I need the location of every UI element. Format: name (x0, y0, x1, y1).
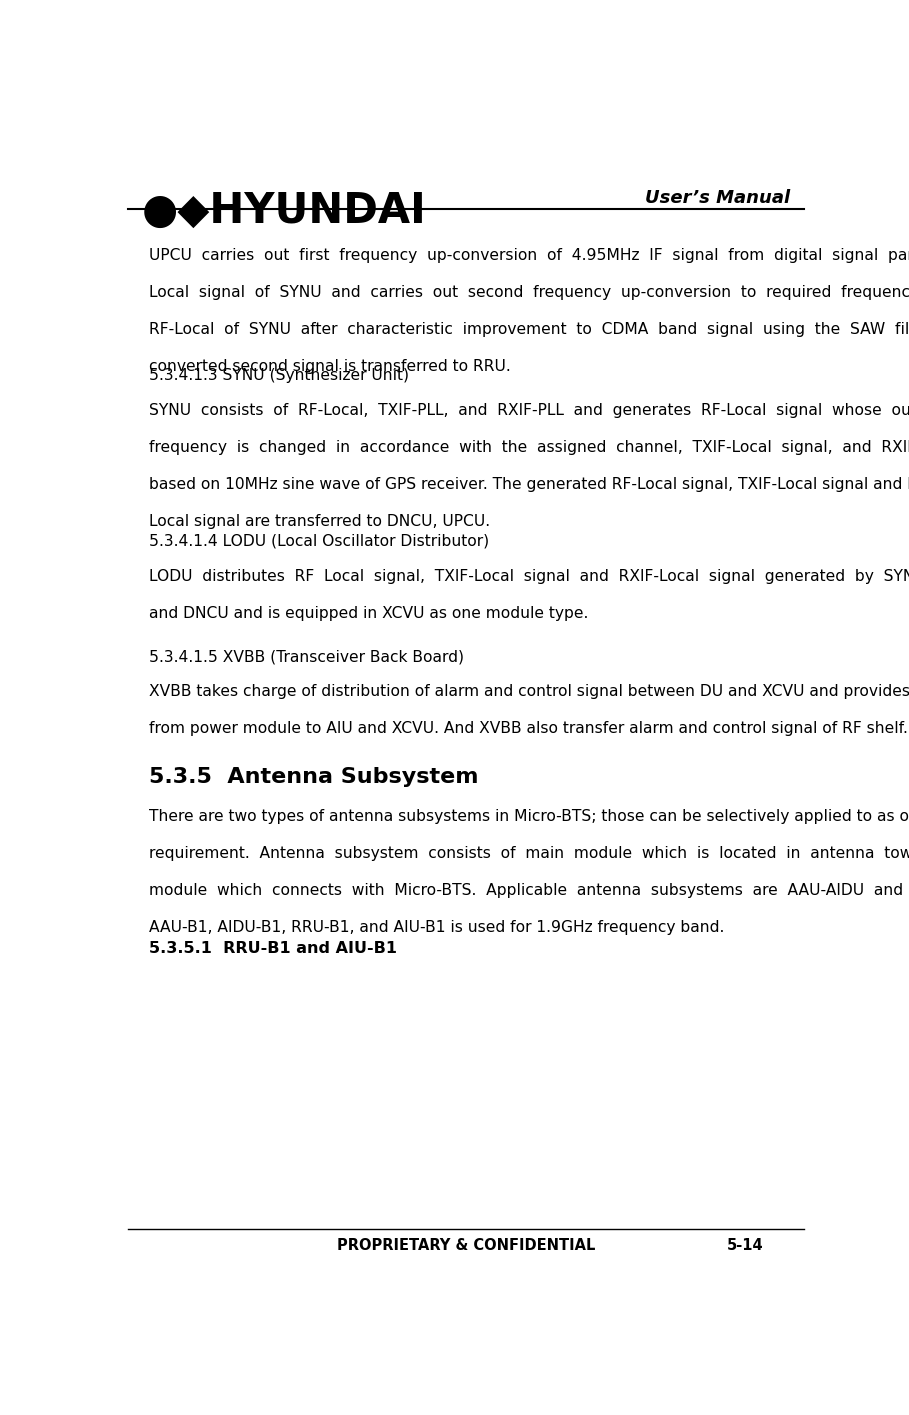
Text: RF-Local  of  SYNU  after  characteristic  improvement  to  CDMA  band  signal  : RF-Local of SYNU after characteristic im… (149, 323, 909, 337)
Text: XVBB takes charge of distribution of alarm and control signal between DU and XCV: XVBB takes charge of distribution of ala… (149, 683, 909, 699)
Text: 5.3.5  Antenna Subsystem: 5.3.5 Antenna Subsystem (149, 767, 478, 787)
Text: based on 10MHz sine wave of GPS receiver. The generated RF-Local signal, TXIF-Lo: based on 10MHz sine wave of GPS receiver… (149, 477, 909, 492)
Text: SYNU  consists  of  RF-Local,  TXIF-PLL,  and  RXIF-PLL  and  generates  RF-Loca: SYNU consists of RF-Local, TXIF-PLL, and… (149, 403, 909, 417)
Text: UPCU  carries  out  first  frequency  up-conversion  of  4.95MHz  IF  signal  fr: UPCU carries out first frequency up-conv… (149, 248, 909, 263)
Text: 5.3.4.1.3 SYNU (Synthesizer Unit): 5.3.4.1.3 SYNU (Synthesizer Unit) (149, 368, 409, 383)
Text: ●◆HYUNDAI: ●◆HYUNDAI (142, 190, 426, 232)
Text: 5-14: 5-14 (726, 1238, 764, 1252)
Text: Local  signal  of  SYNU  and  carries  out  second  frequency  up-conversion  to: Local signal of SYNU and carries out sec… (149, 286, 909, 300)
Text: LODU  distributes  RF  Local  signal,  TXIF-Local  signal  and  RXIF-Local  sign: LODU distributes RF Local signal, TXIF-L… (149, 569, 909, 583)
Text: 5.3.4.1.4 LODU (Local Oscillator Distributor): 5.3.4.1.4 LODU (Local Oscillator Distrib… (149, 533, 489, 549)
Text: 5.3.4.1.5 XVBB (Transceiver Back Board): 5.3.4.1.5 XVBB (Transceiver Back Board) (149, 649, 464, 664)
Text: 5.3.5.1  RRU-B1 and AIU-B1: 5.3.5.1 RRU-B1 and AIU-B1 (149, 941, 397, 957)
Text: User’s Manual: User’s Manual (644, 190, 790, 208)
Text: There are two types of antenna subsystems in Micro-BTS; those can be selectively: There are two types of antenna subsystem… (149, 809, 909, 825)
Text: AAU-B1, AIDU-B1, RRU-B1, and AIU-B1 is used for 1.9GHz frequency band.: AAU-B1, AIDU-B1, RRU-B1, and AIU-B1 is u… (149, 921, 724, 935)
Text: requirement.  Antenna  subsystem  consists  of  main  module  which  is  located: requirement. Antenna subsystem consists … (149, 846, 909, 862)
Text: converted second signal is transferred to RRU.: converted second signal is transferred t… (149, 359, 511, 375)
Text: module  which  connects  with  Micro-BTS.  Applicable  antenna  subsystems  are : module which connects with Micro-BTS. Ap… (149, 883, 909, 899)
Text: Local signal are transferred to DNCU, UPCU.: Local signal are transferred to DNCU, UP… (149, 514, 490, 529)
Text: frequency  is  changed  in  accordance  with  the  assigned  channel,  TXIF-Loca: frequency is changed in accordance with … (149, 440, 909, 456)
Text: and DNCU and is equipped in XCVU as one module type.: and DNCU and is equipped in XCVU as one … (149, 606, 588, 621)
Text: from power module to AIU and XCVU. And XVBB also transfer alarm and control sign: from power module to AIU and XCVU. And X… (149, 722, 908, 736)
Text: PROPRIETARY & CONFIDENTIAL: PROPRIETARY & CONFIDENTIAL (336, 1238, 595, 1252)
